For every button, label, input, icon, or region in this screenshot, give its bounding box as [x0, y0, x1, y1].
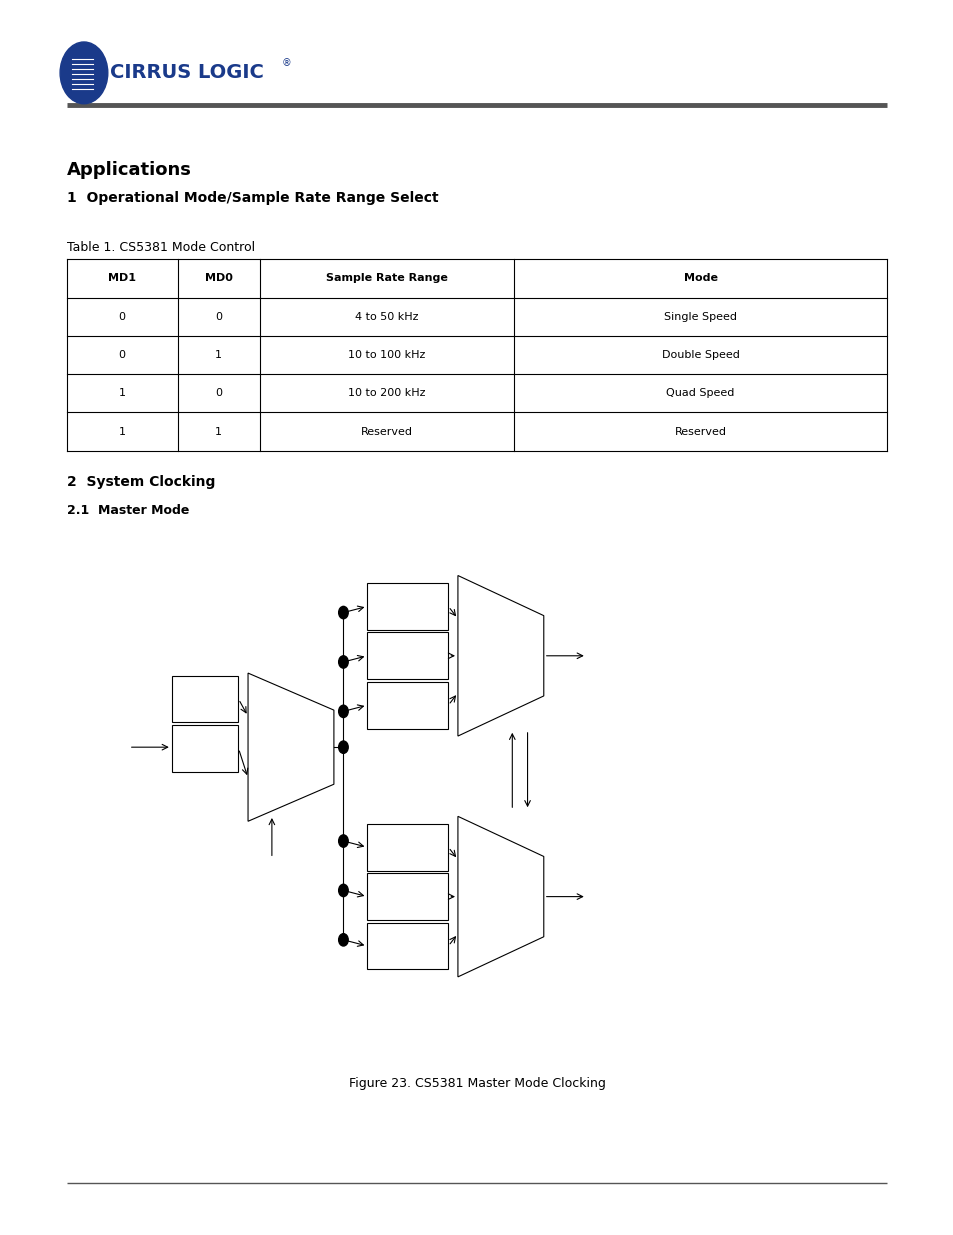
- FancyBboxPatch shape: [367, 632, 448, 679]
- Text: 10 to 100 kHz: 10 to 100 kHz: [348, 350, 425, 361]
- FancyBboxPatch shape: [367, 824, 448, 871]
- Text: 1: 1: [118, 388, 126, 399]
- Circle shape: [338, 705, 348, 718]
- Text: 1: 1: [214, 426, 222, 437]
- FancyBboxPatch shape: [367, 583, 448, 630]
- Circle shape: [338, 884, 348, 897]
- Polygon shape: [248, 673, 334, 821]
- Text: MD0: MD0: [204, 273, 233, 284]
- Text: 0: 0: [214, 311, 222, 322]
- Text: MD1: MD1: [108, 273, 136, 284]
- Text: Quad Speed: Quad Speed: [666, 388, 734, 399]
- Text: 2.1  Master Mode: 2.1 Master Mode: [67, 504, 189, 517]
- Text: Sample Rate Range: Sample Rate Range: [326, 273, 447, 284]
- Text: 0: 0: [118, 311, 126, 322]
- Text: 1  Operational Mode/Sample Rate Range Select: 1 Operational Mode/Sample Rate Range Sel…: [67, 191, 438, 205]
- Text: 1: 1: [118, 426, 126, 437]
- Text: Table 1. CS5381 Mode Control: Table 1. CS5381 Mode Control: [67, 241, 254, 254]
- Text: CIRRUS LOGIC: CIRRUS LOGIC: [110, 63, 263, 83]
- Text: 0: 0: [214, 388, 222, 399]
- Text: Reserved: Reserved: [674, 426, 726, 437]
- FancyBboxPatch shape: [172, 676, 238, 722]
- Circle shape: [338, 741, 348, 753]
- Circle shape: [338, 606, 348, 619]
- Circle shape: [338, 656, 348, 668]
- Text: 1: 1: [214, 350, 222, 361]
- FancyBboxPatch shape: [367, 873, 448, 920]
- Text: Reserved: Reserved: [360, 426, 413, 437]
- FancyBboxPatch shape: [172, 725, 238, 772]
- Text: Mode: Mode: [683, 273, 717, 284]
- Polygon shape: [457, 576, 543, 736]
- Text: Figure 23. CS5381 Master Mode Clocking: Figure 23. CS5381 Master Mode Clocking: [348, 1077, 605, 1091]
- Text: 10 to 200 kHz: 10 to 200 kHz: [348, 388, 425, 399]
- Text: Single Speed: Single Speed: [663, 311, 737, 322]
- Text: Double Speed: Double Speed: [661, 350, 739, 361]
- FancyBboxPatch shape: [367, 923, 448, 969]
- Circle shape: [60, 42, 108, 104]
- Circle shape: [338, 934, 348, 946]
- Text: ®: ®: [281, 58, 291, 68]
- Text: Applications: Applications: [67, 161, 192, 179]
- Text: 0: 0: [118, 350, 126, 361]
- Polygon shape: [457, 816, 543, 977]
- Text: 2  System Clocking: 2 System Clocking: [67, 475, 215, 489]
- FancyBboxPatch shape: [367, 682, 448, 729]
- Text: 4 to 50 kHz: 4 to 50 kHz: [355, 311, 418, 322]
- Circle shape: [338, 835, 348, 847]
